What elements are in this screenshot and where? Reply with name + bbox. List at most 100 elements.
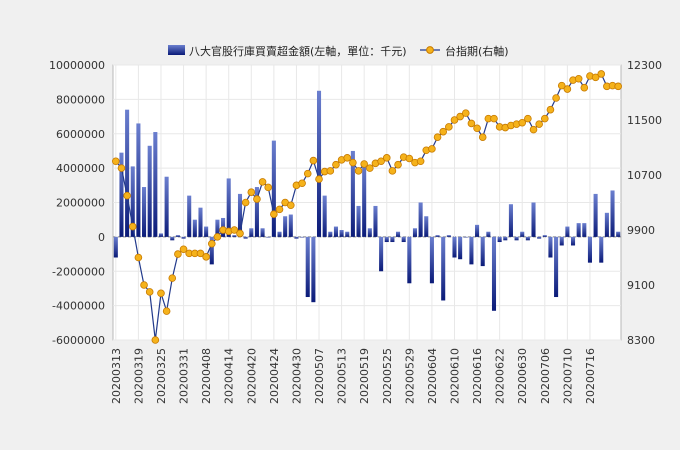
- line-point: [433, 133, 442, 141]
- x-tick-label: 20200408: [200, 348, 213, 404]
- line-point: [388, 167, 397, 175]
- bar: [418, 202, 423, 237]
- line-point: [366, 164, 374, 172]
- bar: [158, 233, 164, 237]
- bar: [153, 132, 158, 237]
- x-tick-label: 20200507: [313, 348, 326, 404]
- line-point: [247, 188, 256, 196]
- bar: [390, 236, 395, 243]
- bar: [283, 216, 288, 237]
- bar: [181, 236, 186, 239]
- bar: [514, 236, 519, 241]
- line-point: [123, 191, 131, 200]
- bar: [316, 90, 322, 237]
- line-point: [473, 124, 481, 133]
- bar: [486, 231, 491, 237]
- line-point: [490, 114, 498, 123]
- bar: [204, 226, 209, 237]
- x-tick-label: 20200414: [223, 348, 236, 404]
- bar: [170, 236, 175, 241]
- line-point: [241, 198, 250, 207]
- line-point: [552, 94, 560, 102]
- line-point: [416, 157, 425, 166]
- bar: [542, 235, 547, 237]
- x-tick-label: 20200706: [539, 348, 552, 404]
- line-point: [563, 85, 572, 93]
- bar: [537, 236, 542, 239]
- bar: [463, 236, 468, 238]
- line-point: [518, 118, 527, 127]
- bar: [384, 236, 389, 243]
- bar: [554, 236, 559, 298]
- line-point: [591, 73, 600, 82]
- x-tick-label: 20200430: [290, 348, 303, 404]
- bar: [311, 236, 316, 303]
- bar: [164, 176, 169, 237]
- bar: [599, 236, 604, 263]
- axes: -6000000 -4000000 -2000000 0 2000000 4000000 6…: [49, 59, 662, 404]
- bar: [198, 207, 203, 237]
- line-point: [275, 205, 284, 214]
- line-point: [236, 229, 244, 238]
- x-tick-label: 20200610: [448, 348, 461, 404]
- x-tick-label: 20200529: [403, 348, 416, 404]
- bar: [587, 236, 592, 263]
- line-point: [157, 289, 165, 298]
- line-point: [168, 274, 177, 282]
- line-point: [382, 154, 391, 162]
- line-point: [202, 253, 210, 261]
- bar: [260, 228, 265, 237]
- line-point: [230, 226, 239, 234]
- y-left-tick-label: 0: [98, 231, 105, 244]
- line-point: [461, 109, 470, 117]
- bar: [469, 236, 474, 265]
- line-point: [456, 112, 464, 121]
- line-point: [428, 145, 436, 153]
- bar: [458, 236, 463, 260]
- x-tick-label: 20200424: [268, 348, 281, 404]
- bar: [520, 231, 525, 237]
- y-left-tick-label: -4000000: [52, 300, 105, 313]
- line-point: [546, 105, 555, 114]
- line-point: [332, 160, 340, 169]
- bar: [491, 236, 497, 311]
- y-left-tick-label: 2000000: [56, 197, 105, 210]
- legend-line-label: 台指期(右軸): [445, 44, 509, 58]
- line-point: [112, 157, 120, 166]
- y-left-tick-label: 10000000: [49, 59, 105, 72]
- y-right-tick-label: 12300: [627, 59, 662, 72]
- line-point: [343, 154, 352, 162]
- bar: [367, 228, 372, 237]
- y-right-tick-label: 8300: [627, 334, 655, 347]
- bar: [480, 236, 485, 267]
- line-point: [213, 233, 222, 241]
- bar: [362, 162, 367, 237]
- y-left-tick-label: -2000000: [52, 265, 105, 278]
- bar: [356, 205, 361, 237]
- bar: [209, 236, 214, 265]
- bar: [497, 236, 502, 243]
- bar: [373, 205, 378, 237]
- bar: [249, 228, 254, 237]
- line-point: [179, 245, 188, 254]
- line-point: [286, 201, 295, 210]
- line-point: [270, 210, 278, 218]
- bar: [616, 231, 621, 237]
- x-tick-label: 20200630: [516, 348, 529, 404]
- bar: [119, 152, 124, 237]
- line-point: [298, 179, 306, 188]
- bar: [593, 193, 598, 237]
- x-tick-label: 20200616: [471, 348, 484, 404]
- line-point: [529, 125, 538, 134]
- bar: [576, 223, 581, 237]
- bar: [192, 219, 197, 237]
- line-point: [445, 123, 453, 131]
- line-point: [377, 157, 385, 166]
- line-point: [439, 127, 448, 136]
- bar: [475, 224, 480, 237]
- bar: [412, 228, 418, 237]
- bar: [446, 235, 451, 237]
- bar: [187, 195, 192, 237]
- bar: [570, 236, 576, 246]
